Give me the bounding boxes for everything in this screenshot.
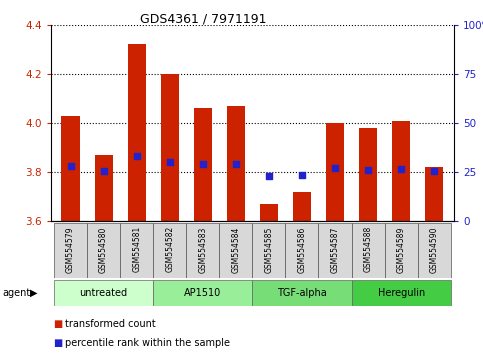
Bar bbox=[384, 223, 418, 278]
Bar bbox=[153, 280, 253, 306]
Point bbox=[265, 173, 273, 179]
Text: AP1510: AP1510 bbox=[184, 288, 221, 298]
Text: GSM554590: GSM554590 bbox=[430, 226, 439, 273]
Text: ■: ■ bbox=[53, 338, 62, 348]
Text: percentile rank within the sample: percentile rank within the sample bbox=[65, 338, 230, 348]
Bar bbox=[392, 121, 410, 221]
Bar bbox=[153, 223, 186, 278]
Bar bbox=[253, 280, 352, 306]
Bar bbox=[186, 223, 219, 278]
Text: GSM554581: GSM554581 bbox=[132, 226, 141, 273]
Text: GSM554586: GSM554586 bbox=[298, 226, 306, 273]
Point bbox=[298, 172, 306, 178]
Text: GSM554582: GSM554582 bbox=[165, 226, 174, 273]
Point bbox=[166, 159, 173, 165]
Point bbox=[364, 167, 372, 172]
Bar bbox=[352, 223, 384, 278]
Point bbox=[199, 161, 207, 166]
Text: untreated: untreated bbox=[80, 288, 128, 298]
Bar bbox=[54, 280, 153, 306]
Text: Heregulin: Heregulin bbox=[378, 288, 425, 298]
Bar bbox=[54, 223, 87, 278]
Bar bbox=[61, 116, 80, 221]
Bar bbox=[425, 167, 443, 221]
Text: GSM554585: GSM554585 bbox=[264, 226, 273, 273]
Text: TGF-alpha: TGF-alpha bbox=[277, 288, 327, 298]
Point bbox=[331, 166, 339, 171]
Point bbox=[100, 168, 108, 174]
Bar bbox=[95, 155, 113, 221]
Point bbox=[232, 161, 240, 166]
Bar bbox=[161, 74, 179, 221]
Bar bbox=[194, 108, 212, 221]
Bar bbox=[359, 128, 377, 221]
Text: GSM554579: GSM554579 bbox=[66, 226, 75, 273]
Text: GSM554589: GSM554589 bbox=[397, 226, 406, 273]
Text: agent: agent bbox=[2, 288, 30, 298]
Text: GSM554583: GSM554583 bbox=[199, 226, 207, 273]
Point bbox=[67, 163, 74, 169]
Point bbox=[397, 166, 405, 172]
Bar bbox=[260, 204, 278, 221]
Bar bbox=[285, 223, 318, 278]
Text: transformed count: transformed count bbox=[65, 319, 156, 329]
Bar bbox=[318, 223, 352, 278]
Bar bbox=[293, 192, 311, 221]
Bar bbox=[120, 223, 153, 278]
Bar bbox=[418, 223, 451, 278]
Bar bbox=[253, 223, 285, 278]
Text: ■: ■ bbox=[53, 319, 62, 329]
Bar bbox=[326, 123, 344, 221]
Text: GSM554588: GSM554588 bbox=[364, 226, 372, 273]
Point bbox=[133, 153, 141, 159]
Bar bbox=[128, 45, 146, 221]
Bar bbox=[87, 223, 120, 278]
Text: GSM554587: GSM554587 bbox=[330, 226, 340, 273]
Bar bbox=[219, 223, 253, 278]
Text: GSM554584: GSM554584 bbox=[231, 226, 241, 273]
Text: GSM554580: GSM554580 bbox=[99, 226, 108, 273]
Point bbox=[430, 168, 438, 174]
Text: ▶: ▶ bbox=[30, 288, 38, 298]
Text: GDS4361 / 7971191: GDS4361 / 7971191 bbox=[140, 12, 266, 25]
Bar bbox=[352, 280, 451, 306]
Bar bbox=[227, 106, 245, 221]
